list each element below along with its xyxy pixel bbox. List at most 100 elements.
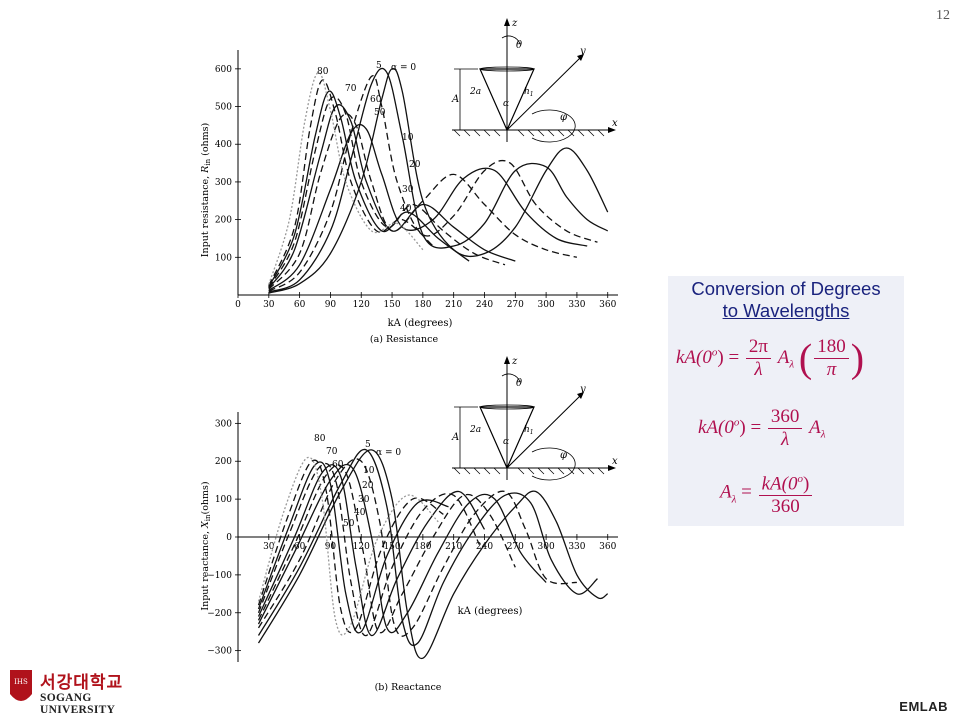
conversion-title: Conversion of Degrees to Wavelengths: [668, 278, 904, 322]
y-tick-label: 200: [215, 216, 232, 226]
h1-label: h1: [524, 425, 534, 436]
y-axis-label: Input resistance, Rin (ohms): [200, 123, 212, 258]
x-tick-label: 330: [568, 300, 585, 310]
x-tick-label: 0: [235, 300, 241, 310]
y-axis-label-diagram: y: [579, 46, 586, 57]
y-axis-label-var: X: [200, 520, 211, 529]
series-line-1: [257, 448, 598, 647]
x-tick-label: 60: [294, 300, 306, 310]
x-tick-label: 240: [476, 542, 493, 552]
curve-label: 40: [354, 508, 366, 518]
university-logo: IHS 서강대학교 SOGANG UNIVERSITY: [8, 666, 158, 716]
x-tick-label: 360: [599, 542, 616, 552]
conversion-title-line2: to Wavelengths: [722, 300, 850, 321]
x-tick-label: 300: [538, 300, 555, 310]
x-axis-label: kA (degrees): [388, 318, 453, 329]
y-axis-label-unit: (ohms): [200, 481, 211, 514]
footer-emlab: EMLAB: [899, 699, 948, 714]
curve-label: α = 0: [376, 448, 401, 458]
curve-label: 30: [402, 185, 414, 195]
svg-text:IHS: IHS: [14, 678, 28, 686]
curve-label: 60: [332, 460, 344, 470]
y-tick-label: 200: [215, 457, 232, 467]
y-axis-label-var: R: [200, 166, 211, 174]
curve-label: 50: [343, 519, 355, 529]
curve-label: 5: [365, 440, 371, 450]
curve-label: 40: [400, 204, 412, 214]
x-axis-label-diagram: x: [612, 118, 618, 129]
x-tick-label: 270: [507, 300, 524, 310]
series-line-2: [268, 75, 598, 292]
x-tick-label: 270: [507, 542, 524, 552]
two-a-label: 2a: [469, 87, 481, 97]
y-tick-label: −300: [207, 647, 232, 657]
x-tick-label: 120: [353, 542, 370, 552]
y-axis-label-main: Input resistance,: [200, 173, 211, 257]
formula-3: Aλ = kA(0o) 360: [720, 468, 814, 518]
y-tick-label: 100: [215, 495, 232, 505]
series-line-7: [257, 461, 449, 634]
y-tick-label: 400: [215, 140, 232, 150]
x-tick-label: 210: [445, 300, 462, 310]
x-axis-label-diagram: x: [612, 456, 618, 467]
x-tick-label: 60: [294, 542, 306, 552]
y-tick-label: 100: [215, 253, 232, 263]
series-line-8: [268, 79, 434, 286]
y-tick-label: 0: [226, 533, 232, 543]
y-tick-label: 300: [215, 178, 232, 188]
theta-label: θ: [516, 40, 522, 51]
series-line-0: [268, 67, 609, 294]
A-label: A: [451, 432, 459, 443]
phi-label: φ: [560, 450, 567, 461]
alpha-label: α: [503, 437, 509, 447]
two-a-label: 2a: [469, 425, 481, 435]
conversion-title-line1: Conversion of Degrees: [691, 278, 881, 299]
curve-label: 20: [362, 481, 374, 491]
series-line-6: [257, 462, 480, 637]
series-line-2: [257, 458, 577, 637]
y-axis-label-main: Input reactance,: [200, 528, 211, 611]
conversion-box: Conversion of Degrees to Wavelengths kA(…: [668, 276, 904, 526]
y-axis-label-diagram: y: [579, 384, 586, 395]
chart-caption: (b) Reactance: [375, 682, 442, 693]
logo-korean-name: 서강대학교: [40, 673, 124, 693]
formula-2: kA(0o) = 360 λ Aλ: [698, 406, 826, 450]
x-tick-label: 180: [414, 300, 431, 310]
series-line-4: [257, 464, 516, 634]
y-tick-label: 500: [215, 103, 232, 113]
z-label: z: [511, 356, 518, 367]
series-line-7: [268, 90, 470, 287]
z-label: z: [511, 18, 518, 29]
curve-label: 20: [409, 160, 421, 170]
cone-antenna-diagram-bottom: z θ y x A 2a α h1 φ: [451, 356, 618, 481]
series-line-8: [257, 459, 444, 634]
series-line-1: [268, 67, 609, 293]
x-axis-label: kA (degrees): [458, 606, 523, 617]
y-tick-label: 600: [215, 65, 232, 75]
x-tick-label: 120: [353, 300, 370, 310]
curve-label: 80: [317, 67, 329, 77]
chart-caption: (a) Resistance: [370, 334, 439, 345]
x-tick-label: 30: [263, 542, 275, 552]
theta-label: θ: [516, 378, 522, 389]
alpha-label: α: [503, 99, 509, 109]
curve-label: α = 0: [391, 63, 416, 73]
x-tick-label: 90: [325, 542, 337, 552]
y-axis-label: Input reactance, Xin(ohms): [200, 481, 212, 610]
series-line-5: [268, 104, 516, 289]
cone-antenna-diagram-top: z θ y x A 2a α h1 φ: [451, 18, 618, 143]
A-label: A: [451, 94, 459, 105]
y-axis-label-sub: in: [204, 158, 212, 165]
y-axis-label-sub: in: [204, 514, 212, 521]
curve-label: 10: [363, 466, 375, 476]
resistance-chart: 0 30 60 90 120 150 180 210 240 270 300 330 360 100 200…: [200, 50, 618, 345]
phi-label: φ: [560, 112, 567, 123]
y-tick-label: −100: [207, 571, 232, 581]
x-tick-label: 30: [263, 300, 275, 310]
x-tick-label: 90: [325, 300, 337, 310]
series-line-3: [268, 124, 588, 292]
x-tick-label: 150: [383, 300, 400, 310]
shield-icon: IHS: [10, 670, 32, 701]
x-tick-label: 330: [568, 542, 585, 552]
